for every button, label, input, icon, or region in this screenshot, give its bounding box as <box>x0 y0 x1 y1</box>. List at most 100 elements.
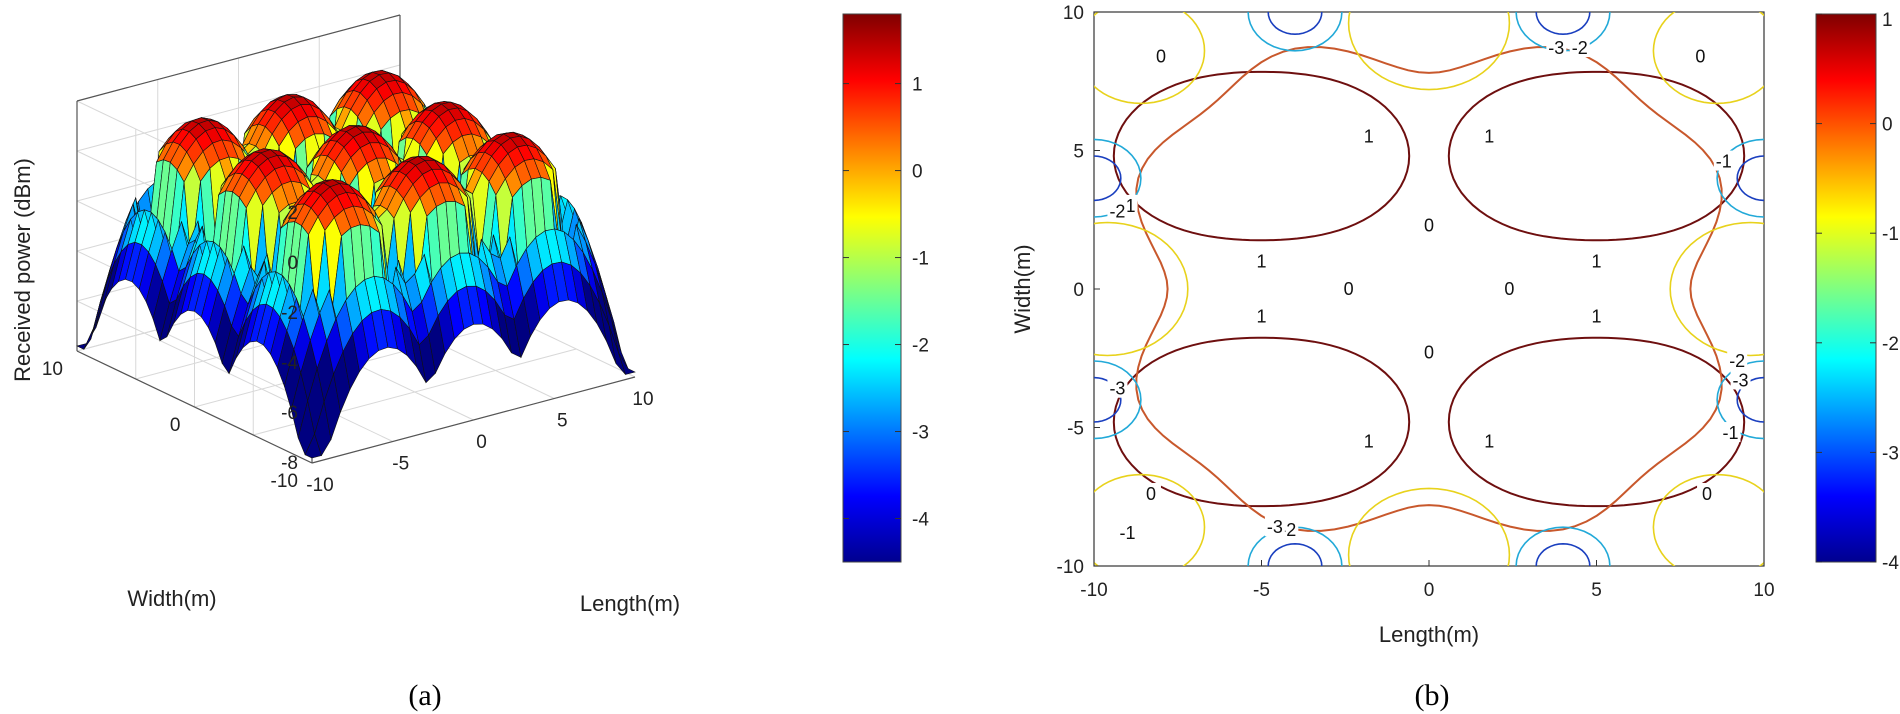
contour-line <box>1447 70 1746 242</box>
colorbar-tick-label: -1 <box>1882 224 1899 245</box>
contour-label: 0 <box>1424 215 1434 235</box>
x-tick-label: 10 <box>1753 580 1774 601</box>
contour-label-bg <box>1720 422 1741 443</box>
x-tick-label: -5 <box>1253 580 1270 601</box>
colorbar-tick-label: 0 <box>1882 115 1893 136</box>
contour-label: 1 <box>1484 127 1494 147</box>
contour-label: 1 <box>1256 307 1266 327</box>
contour-label: 1 <box>1256 251 1266 271</box>
contour-line <box>1347 487 1511 566</box>
y-tick-label: 0 <box>1073 280 1084 301</box>
contour-label-bg <box>1107 200 1128 221</box>
contour-label: -1 <box>1722 423 1738 443</box>
y-tick-label: 10 <box>1063 3 1084 24</box>
contour-line <box>1094 376 1122 423</box>
axis-line <box>76 350 313 464</box>
contour-line <box>1515 526 1611 566</box>
colorbar-tick-label: -2 <box>912 336 929 357</box>
contour-label-bg <box>1107 377 1128 398</box>
contour-label-bg <box>1419 341 1439 362</box>
colorbar-tick-label: -3 <box>1882 443 1899 464</box>
contour-label-bg <box>1586 305 1607 326</box>
axis-line <box>311 376 636 464</box>
x-tick-label: 5 <box>557 411 568 432</box>
contour-label: 0 <box>1702 484 1712 504</box>
contour-line <box>1094 12 1206 105</box>
z-tick-label: -6 <box>281 403 298 424</box>
contour-line <box>1347 12 1511 91</box>
colorbar-tick-label: 1 <box>1882 10 1893 31</box>
x-tick-label: 10 <box>632 389 653 410</box>
contour-line <box>1652 12 1764 105</box>
contour-label-bg <box>1419 214 1439 235</box>
contour-label-bg <box>1251 250 1272 271</box>
colorbar-tick-label: -4 <box>1882 553 1899 574</box>
contour-line <box>1716 360 1764 440</box>
contour-label-bg <box>1479 125 1500 146</box>
contour-label-bg <box>1338 278 1359 298</box>
contour-label-bg <box>1569 37 1590 58</box>
surface-cell <box>83 301 101 350</box>
contour-label-bg <box>1727 350 1748 371</box>
surface-tick-labels: -8 -6 -4 -2 0 2 -10 -5 0 5 10 -10 0 10 <box>42 203 654 496</box>
contour-label: -2 <box>1109 201 1125 221</box>
contour-line <box>1267 12 1323 36</box>
contour-y-axis-label: Width(m) <box>1010 244 1035 333</box>
contour-label-bg <box>1358 430 1379 451</box>
contour-label-bg <box>1690 45 1711 66</box>
y-tick-label: -10 <box>1057 557 1084 578</box>
y-tick-label: 10 <box>42 359 63 380</box>
contour-label-bg <box>1151 45 1171 66</box>
contour-label: 0 <box>1504 279 1514 299</box>
x-tick-label: 0 <box>476 432 487 453</box>
contour-line <box>1247 12 1343 52</box>
contour-label-bg <box>1140 482 1161 503</box>
contour-line <box>1112 336 1411 508</box>
contour-label: 0 <box>1695 46 1705 66</box>
contour-line <box>1669 221 1764 357</box>
contour-x-axis-label: Length(m) <box>1379 622 1479 647</box>
x-tick-label: -5 <box>392 454 409 475</box>
contour-label: 1 <box>1484 431 1494 451</box>
contour-line <box>1535 542 1591 566</box>
contour-line <box>1652 473 1764 566</box>
x-tick-label: -10 <box>1080 580 1107 601</box>
contour-label-bg <box>1713 150 1734 171</box>
contour-label-bg <box>1697 482 1718 503</box>
contour-label-bg <box>1586 250 1607 271</box>
contour-line <box>1094 221 1189 357</box>
contour-line <box>1094 473 1206 566</box>
contour-line <box>1267 542 1323 566</box>
surface-z-axis-label: Received power (dBm) <box>10 158 35 382</box>
surface-y-axis-label: Width(m) <box>127 586 216 611</box>
contour-label-bg <box>1264 516 1285 537</box>
surface-colorbar <box>842 13 902 563</box>
contour-label: 1 <box>1591 307 1601 327</box>
contour-label: 0 <box>1156 46 1166 66</box>
caption-b: (b) <box>1415 679 1450 712</box>
contour-label: -3 <box>1733 370 1749 390</box>
contour-label: -1 <box>1716 152 1732 172</box>
caption-a: (a) <box>408 679 441 712</box>
x-tick-label: 5 <box>1591 580 1602 601</box>
contour-label: 1 <box>1591 251 1601 271</box>
x-tick-label: 0 <box>1424 580 1435 601</box>
z-tick-label: 2 <box>287 203 298 224</box>
contour-colorbar-ticks: -4 -3 -2 -1 0 1 <box>1816 10 1899 574</box>
colorbar-tick-label: -3 <box>912 423 929 444</box>
colorbar-tick-label: -2 <box>1882 334 1899 355</box>
contour-label: -1 <box>1119 523 1135 543</box>
contour-label: -2 <box>1729 351 1745 371</box>
contour-label: 0 <box>1424 343 1434 363</box>
colorbar-tick-label: 0 <box>912 162 923 183</box>
contour-colorbar <box>1815 13 1877 563</box>
z-tick-label: -8 <box>281 453 298 474</box>
surface-colorbar-ticks: -4 -3 -2 -1 0 1 <box>843 75 929 531</box>
z-tick-label: -2 <box>281 303 298 324</box>
axis-line <box>76 14 401 102</box>
